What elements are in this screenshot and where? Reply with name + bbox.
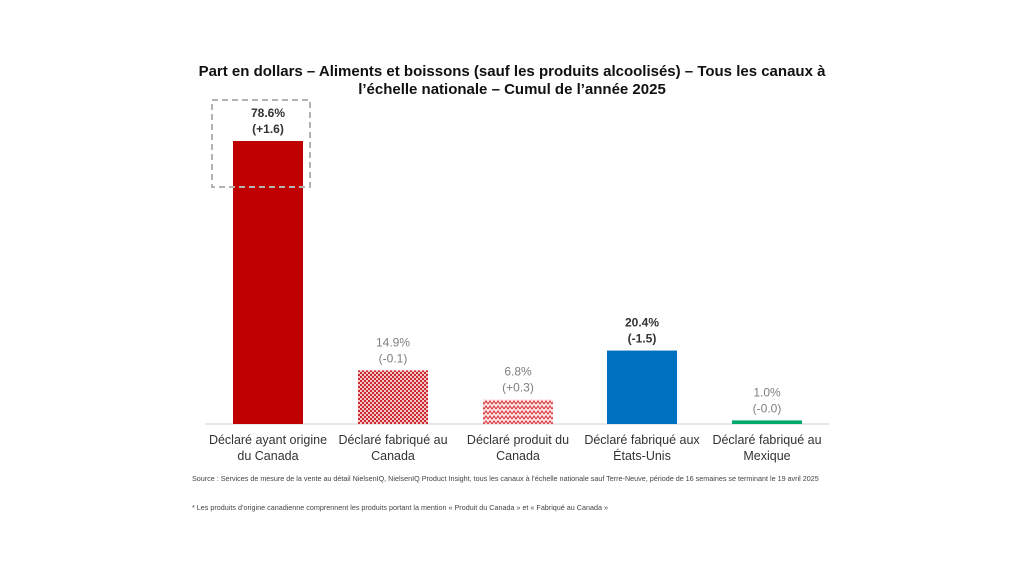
x-tick-label: États-Unis [613,448,671,463]
bar [483,399,553,424]
origin-footnote: * Les produits d’origine canadienne comp… [192,503,608,512]
data-label-value: 20.4% [625,316,659,330]
chart-title-line-2: l’échelle nationale – Cumul de l’année 2… [358,81,666,98]
chart-title: Part en dollars – Aliments et boissons (… [180,63,844,99]
source-note: Source : Services de mesure de la vente … [192,474,819,483]
bar [233,141,303,424]
data-label-change: (+1.6) [252,122,284,136]
x-tick-label: Déclaré ayant origine [209,433,327,447]
chart-title-line-1: Part en dollars – Aliments et boissons (… [198,63,826,80]
data-label-value: 78.6% [251,106,285,120]
x-tick-label: Canada [496,449,540,463]
data-label-value: 14.9% [376,335,410,349]
x-tick-label: Déclaré fabriqué aux [584,433,700,447]
bar [607,350,677,424]
x-tick-label: Déclaré fabriqué au [338,433,447,447]
data-label-change: (-0.0) [753,401,782,415]
data-label-change: (+0.3) [502,381,534,395]
highlight-box [211,99,311,188]
data-label-value: 1.0% [753,385,781,399]
data-label-change: (-1.5) [628,332,657,346]
x-tick-label: Déclaré produit du [467,433,569,447]
data-label-change: (-0.1) [379,351,408,365]
x-tick-label: Canada [371,449,415,463]
bar [358,370,428,424]
bar [732,420,802,424]
x-tick-label: du Canada [237,449,298,463]
x-tick-label: Mexique [743,449,790,463]
data-label-value: 6.8% [504,365,532,379]
x-tick-label: Déclaré fabriqué au [712,433,821,447]
